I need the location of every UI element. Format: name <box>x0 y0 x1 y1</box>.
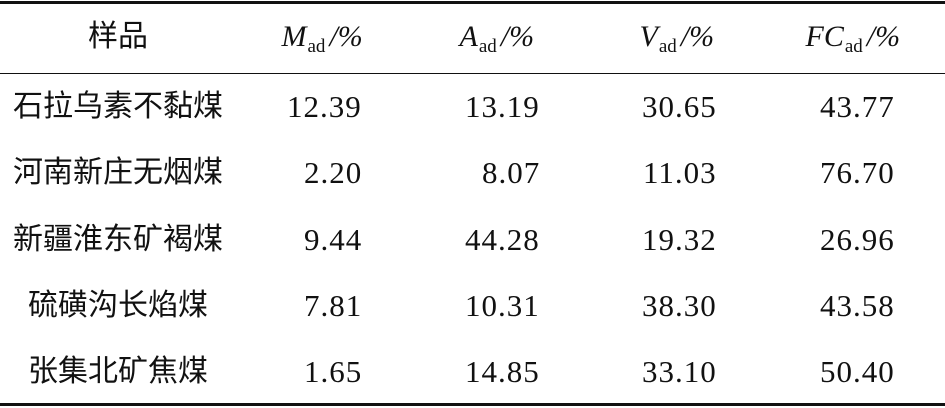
sample-name: 河南新庄无烟煤 <box>13 155 223 191</box>
value-cell: 38.30 <box>642 287 717 323</box>
header-cell: FCad/% <box>806 17 901 67</box>
value-cell: 33.10 <box>642 354 717 390</box>
value-cell: 14.85 <box>465 354 540 390</box>
header-subscript: ad <box>307 36 326 57</box>
sample-name: 新疆淮东矿褐煤 <box>13 221 223 257</box>
header-cell: 样品 <box>88 19 148 54</box>
header-cell: Mad/% <box>282 17 363 67</box>
header-unit: /% <box>329 20 363 53</box>
header-subscript: ad <box>844 36 863 57</box>
value-cell: 76.70 <box>820 155 895 191</box>
header-rule <box>0 73 945 74</box>
value-cell: 7.81 <box>304 287 363 323</box>
value-cell: 13.19 <box>465 89 540 124</box>
sample-name: 石拉乌素不黏煤 <box>13 89 223 124</box>
value-cell: 26.96 <box>820 221 895 257</box>
header-symbol: M <box>281 20 307 53</box>
header-unit: /% <box>866 20 901 53</box>
value-cell: 43.77 <box>820 89 895 124</box>
header-unit: /% <box>680 20 715 53</box>
header-subscript: ad <box>658 36 677 57</box>
header-cell: Aad/% <box>460 17 535 67</box>
value-cell: 8.07 <box>482 155 541 191</box>
sample-name: 张集北矿焦煤 <box>28 354 208 390</box>
value-cell: 30.65 <box>642 89 717 124</box>
value-cell: 1.65 <box>304 354 363 390</box>
value-cell: 43.58 <box>820 287 895 323</box>
header-symbol: A <box>459 20 478 53</box>
value-cell: 44.28 <box>465 221 540 257</box>
value-cell: 9.44 <box>304 221 363 257</box>
header-symbol: V <box>639 20 658 53</box>
value-cell: 11.03 <box>643 155 717 191</box>
value-cell: 19.32 <box>642 221 717 257</box>
header-unit: /% <box>500 20 535 53</box>
sample-name: 硫磺沟长焰煤 <box>28 287 208 323</box>
value-cell: 2.20 <box>304 155 363 191</box>
bottom-rule <box>0 403 945 406</box>
header-symbol: FC <box>805 20 844 53</box>
value-cell: 12.39 <box>287 89 362 124</box>
value-cell: 10.31 <box>465 287 540 323</box>
header-cell: Vad/% <box>640 17 715 67</box>
top-rule <box>0 1 945 4</box>
header-subscript: ad <box>478 36 497 57</box>
value-cell: 50.40 <box>820 354 895 390</box>
